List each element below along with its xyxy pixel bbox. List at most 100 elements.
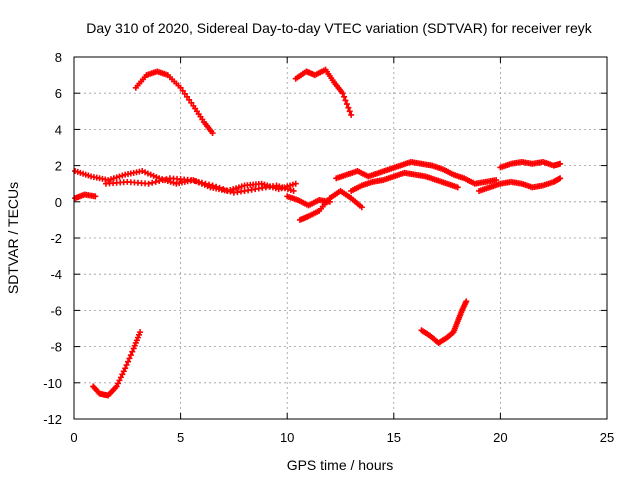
data-point	[358, 204, 365, 211]
data-marks	[72, 66, 564, 399]
data-point	[119, 371, 126, 378]
y-tick-label: 0	[55, 195, 62, 210]
series-arc-2	[72, 191, 99, 202]
data-point	[188, 177, 195, 184]
data-point	[557, 160, 564, 167]
y-tick-label: 8	[55, 50, 62, 65]
data-point	[119, 172, 126, 179]
y-axis-label: SDTVAR / TECUs	[5, 182, 21, 294]
x-axis-label: GPS time / hours	[287, 457, 394, 473]
data-point	[289, 181, 296, 188]
y-tick-label: -8	[50, 340, 62, 355]
y-tick-label: 4	[55, 122, 62, 137]
data-point	[163, 176, 170, 183]
data-point	[149, 179, 156, 186]
data-point	[209, 182, 216, 189]
data-point	[126, 355, 133, 362]
data-point	[345, 104, 352, 111]
data-point	[209, 130, 216, 137]
data-point	[341, 93, 348, 100]
y-tick-label: -12	[43, 412, 62, 427]
data-point	[152, 178, 159, 185]
series-arc-11	[476, 175, 564, 194]
data-point	[287, 187, 294, 194]
data-point	[116, 173, 123, 180]
y-tick-label: -4	[50, 267, 62, 282]
plot-frame	[73, 56, 608, 420]
data-point	[125, 358, 132, 365]
chart-title: Day 310 of 2020, Sidereal Day-to-day VTE…	[86, 20, 592, 36]
x-tick-label: 5	[177, 430, 184, 445]
data-point	[454, 184, 461, 191]
x-tick-label: 25	[600, 430, 614, 445]
data-point	[113, 174, 120, 181]
data-point	[339, 90, 346, 97]
data-point	[284, 186, 291, 193]
data-point	[113, 383, 120, 390]
data-point	[116, 377, 123, 384]
data-point	[326, 198, 333, 205]
data-point	[137, 329, 144, 336]
data-point	[181, 90, 188, 97]
series-arc-6	[292, 66, 355, 118]
series-arc-5	[90, 329, 144, 399]
data-point	[129, 348, 136, 355]
data-point	[120, 368, 127, 375]
data-point	[183, 93, 190, 100]
data-point	[186, 96, 193, 103]
data-point	[463, 298, 470, 305]
data-point	[342, 97, 349, 104]
data-point	[290, 187, 297, 194]
data-point	[238, 183, 245, 190]
data-point	[343, 101, 350, 108]
data-point	[105, 177, 112, 184]
data-point	[123, 362, 130, 369]
data-point	[213, 183, 220, 190]
series-arc-9	[333, 158, 500, 187]
data-point	[159, 177, 166, 184]
data-point	[117, 374, 124, 381]
grid-lines	[74, 57, 607, 419]
data-point	[156, 177, 163, 184]
data-point	[346, 108, 353, 115]
y-tick-label: 2	[55, 159, 62, 174]
x-tick-label: 0	[70, 430, 77, 445]
data-point	[177, 84, 184, 91]
data-point	[179, 87, 186, 94]
data-point	[198, 179, 205, 186]
data-point	[195, 178, 202, 185]
y-tick-labels: 8 6 4 2 0 -2 -4 -6 -8 -10 -12	[43, 50, 62, 427]
data-point	[223, 187, 230, 194]
y-tick-label: -2	[50, 231, 62, 246]
data-point	[227, 188, 234, 195]
y-tick-label: -6	[50, 303, 62, 318]
data-point	[216, 184, 223, 191]
x-tick-label: 15	[387, 430, 401, 445]
series-arc-4	[132, 68, 216, 137]
data-point	[188, 99, 195, 106]
data-point	[276, 183, 283, 190]
data-point	[235, 184, 242, 191]
data-point	[292, 180, 299, 187]
data-point	[279, 184, 286, 191]
data-point	[220, 186, 227, 193]
x-tick-labels: 0 5 10 15 20 25	[70, 430, 614, 445]
data-point	[127, 352, 134, 359]
data-point	[206, 181, 213, 188]
data-point	[202, 180, 209, 187]
data-point	[273, 182, 280, 189]
series-arc-3	[102, 175, 297, 196]
series-arc-12	[497, 158, 564, 171]
data-point	[557, 175, 564, 182]
data-point	[145, 180, 152, 187]
series-arc-10	[348, 169, 461, 194]
series-arc-13	[418, 298, 470, 346]
data-point	[282, 185, 289, 192]
y-tick-label: -10	[43, 376, 62, 391]
data-point	[107, 176, 114, 183]
data-point	[92, 193, 99, 200]
data-point	[348, 111, 355, 118]
x-tick-label: 20	[493, 430, 507, 445]
y-tick-label: 6	[55, 86, 62, 101]
